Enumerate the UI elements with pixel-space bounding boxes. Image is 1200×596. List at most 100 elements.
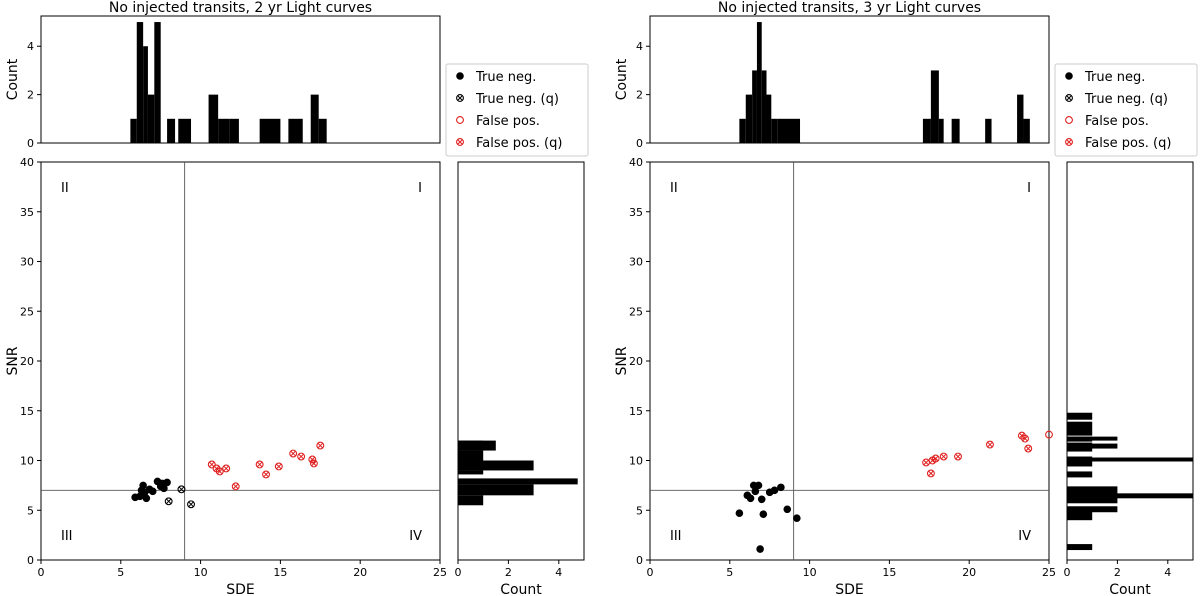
- chart-1-legend-box: [1054, 63, 1198, 157]
- chart-0-legend-marker: [456, 72, 464, 80]
- chart-0-right-histogram: [457, 161, 585, 564]
- chart-0-point-false-pos-q-x2: [276, 463, 282, 470]
- chart-1-ytick-label: 20: [629, 355, 643, 368]
- chart-1-point-true-neg: [735, 509, 744, 518]
- chart-0-right-hist-bar: [458, 478, 578, 485]
- chart-1-top-hist-ytick-label: 2: [636, 89, 643, 102]
- chart-1-point-false-pos-q: [926, 469, 935, 478]
- chart-1-top-hist-ytick-label: 4: [636, 40, 643, 53]
- chart-0-title: No injected transits, 2 yr Light curves: [109, 0, 372, 16]
- chart-1-point-false-pos-q-x2: [940, 453, 947, 460]
- chart-1-point-false-pos-q: [1021, 434, 1030, 443]
- chart-0-xtick-label: 0: [38, 566, 45, 579]
- chart-0-right-hist-bar: [458, 484, 534, 496]
- chart-1-right-hist-xtick-label: 2: [1114, 566, 1121, 579]
- chart-1-point-false-pos-ring: [1045, 430, 1053, 439]
- chart-0-point-false-pos-q-ring: [274, 462, 283, 471]
- chart-1-xtick-label: 20: [962, 566, 976, 579]
- chart-0-right-hist-bar: [458, 450, 484, 461]
- chart-0-legend-marker-ring: [456, 116, 464, 124]
- chart-1-point-true-neg: [757, 495, 766, 504]
- chart-1-point-true-neg: [783, 505, 792, 514]
- chart-1-ytick-label: 30: [629, 256, 643, 269]
- chart-0-xtick-label: 15: [273, 566, 287, 579]
- chart-0-point-false-pos-q: [308, 455, 317, 464]
- chart-0-ytick-label: 15: [20, 405, 34, 418]
- chart-0-scatter-plot: [37, 161, 441, 564]
- chart-0-point-false-pos-q: [222, 464, 231, 473]
- chart-1-legend-label: False pos. (q): [1085, 136, 1171, 151]
- chart-1-top-hist-bar: [739, 118, 746, 143]
- chart-1-top-hist-bar: [1017, 94, 1024, 143]
- chart-1-legend-marker-ring: [1065, 138, 1073, 146]
- chart-0-right-hist-bar: [458, 460, 534, 471]
- chart-0-point-true-neg-q: [177, 485, 186, 494]
- chart-1-top-hist-bar: [752, 70, 757, 143]
- chart-1-point-false-pos-q-x2: [1019, 432, 1025, 439]
- chart-1-point-true-neg: [793, 514, 801, 523]
- chart-0-point-true-neg: [139, 481, 147, 490]
- chart-1-point-false-pos-q-x2: [1022, 435, 1028, 442]
- chart-1-right-hist-bar: [1067, 544, 1093, 551]
- chart-1-point-false-pos-q-x2: [1025, 445, 1032, 452]
- chart-0-point-false-pos-q: [262, 470, 270, 479]
- chart-1-top-hist-ylabel: Count: [614, 58, 630, 100]
- chart-1-title: No injected transits, 3 yr Light curves: [718, 0, 981, 16]
- chart-1-ytick-label: 40: [629, 156, 643, 169]
- chart-1-legend-marker: [1065, 72, 1073, 80]
- chart-0-xtick-label: 25: [433, 566, 447, 579]
- chart-0-point-false-pos-q-ring: [262, 470, 270, 479]
- chart-1-point-false-pos-q-x2: [928, 470, 934, 477]
- chart-1-xtick-label: 25: [1042, 566, 1056, 579]
- chart-1-point-false-pos-q: [939, 452, 948, 461]
- chart-0-top-hist-ytick-label: 4: [27, 40, 34, 53]
- chart-1-ytick-label: 15: [629, 405, 643, 418]
- chart-0-ytick-label: 0: [27, 554, 34, 567]
- chart-0-point-false-pos-q-x2: [298, 453, 304, 460]
- chart-0-ytick-label: 30: [20, 256, 34, 269]
- chart-0-top-hist-bar: [259, 118, 281, 143]
- chart-1-point-true-neg: [770, 486, 779, 495]
- chart-0-top-hist-bar: [178, 118, 192, 143]
- chart-0-legend-label: False pos. (q): [476, 136, 562, 151]
- chart-1-point-false-pos-q-x2: [932, 455, 939, 462]
- chart-1-legend: [1054, 63, 1198, 157]
- chart-0-point-false-pos-q-ring: [316, 441, 325, 450]
- chart-1-point-false-pos-q: [954, 452, 962, 461]
- chart-0-top-hist-ylabel: Count: [5, 58, 21, 100]
- chart-1-legend-marker: [1065, 138, 1073, 146]
- chart-1-point-false-pos-q: [931, 454, 940, 463]
- chart-1-right-hist-bar: [1067, 443, 1118, 449]
- chart-1-point-false-pos-q-x2: [955, 453, 961, 460]
- chart-1-legend-marker: [1065, 94, 1073, 102]
- chart-1-right-hist-bar: [1067, 493, 1193, 499]
- chart-0-point-true-neg-q-x2: [178, 486, 185, 493]
- chart-0-point-false-pos-q-x2: [256, 461, 263, 468]
- chart-1-point-false-pos-q-ring: [939, 452, 948, 461]
- chart-1-point-false-pos-q: [1024, 444, 1033, 453]
- chart-0-right-hist-bar: [458, 440, 496, 451]
- chart-0-right-hist-xtick-label: 4: [555, 566, 562, 579]
- chart-0-top-hist-bar: [136, 22, 144, 143]
- chart-0-point-false-pos-q-x2: [309, 456, 316, 463]
- chart-0-top-hist-bar: [147, 94, 155, 143]
- chart-0-point-true-neg-q-ring: [187, 500, 195, 509]
- chart-0-point-false-pos-q: [316, 441, 325, 450]
- chart-0-legend-marker: [456, 116, 464, 124]
- chart-1-point-false-pos-q-ring: [1024, 444, 1033, 453]
- chart-0-point-false-pos-q-ring: [207, 460, 216, 469]
- chart-0-ytick-label: 10: [20, 455, 34, 468]
- chart-1-top-hist-ytick-label: 0: [636, 137, 643, 150]
- chart-1-right-hist-xtick-label: 0: [1064, 566, 1071, 579]
- chart-0-top-hist-bar: [318, 118, 327, 143]
- chart-0-point-false-pos-q: [297, 452, 306, 461]
- chart-0-point-true-neg-q: [187, 500, 195, 509]
- chart-0-point-false-pos-q-x2: [213, 465, 220, 472]
- chart-0-top-hist-ytick-label: 2: [27, 89, 34, 102]
- chart-1-top-hist-bar: [930, 70, 939, 143]
- chart-1-xtick-label: 5: [726, 566, 733, 579]
- chart-1-point-false-pos-q: [985, 440, 994, 449]
- chart-1-x-axis-label: SDE: [835, 582, 864, 596]
- chart-1-top-hist-bar: [745, 94, 753, 143]
- chart-1-top-hist-bar: [951, 118, 960, 143]
